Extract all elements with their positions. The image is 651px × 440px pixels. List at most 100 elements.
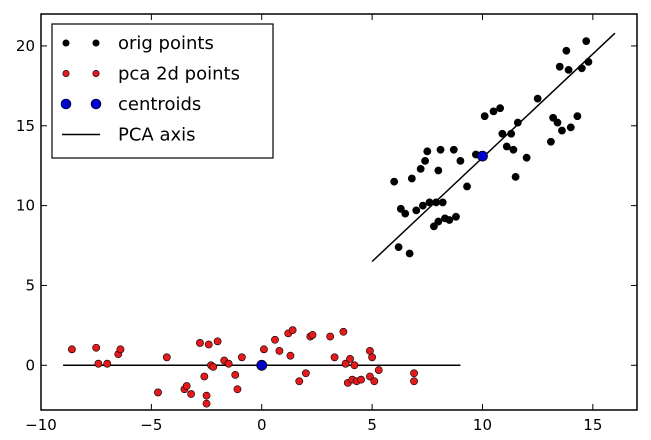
centroid-point <box>477 150 488 162</box>
orig-point <box>412 206 421 215</box>
orig-point <box>522 153 531 162</box>
orig-point <box>456 157 465 165</box>
orig-point <box>566 123 575 132</box>
orig-point <box>502 142 511 151</box>
pca-2d-point <box>231 370 240 379</box>
pca-2d-point <box>341 359 350 368</box>
pca-2d-point <box>374 366 383 374</box>
pca-2d-point <box>410 369 418 378</box>
orig-point <box>436 145 445 154</box>
legend-marker <box>62 39 70 47</box>
legend-marker <box>60 98 72 110</box>
orig-point <box>401 209 410 218</box>
pca-2d-point <box>286 351 295 360</box>
pca-2d-point <box>202 391 211 400</box>
orig-point <box>445 216 454 224</box>
pca-2d-point <box>200 372 209 381</box>
pca-2d-point <box>308 331 317 339</box>
orig-point <box>498 129 507 138</box>
pca-2d-point <box>357 375 365 384</box>
orig-point <box>577 64 586 73</box>
y-tick-label: 20 <box>16 37 35 55</box>
legend-label: orig points <box>118 33 214 54</box>
orig-point <box>434 217 443 226</box>
axes: −10 −5 0 5 10 15 0 5 10 15 20 <box>16 14 637 434</box>
orig-point <box>449 145 458 154</box>
orig-point <box>421 157 429 165</box>
orig-point <box>496 104 505 113</box>
orig-point <box>509 145 518 154</box>
pca-2d-point <box>154 388 162 397</box>
orig-point <box>390 177 399 186</box>
pca-2d-point <box>187 390 196 398</box>
legend-label: PCA axis <box>118 125 196 146</box>
pca-2d-point <box>213 337 222 346</box>
orig-point <box>555 62 564 71</box>
pca-2d-point <box>288 326 297 335</box>
pca-2d-point <box>275 347 284 355</box>
pca-2d-point <box>116 345 125 354</box>
orig-point <box>584 58 593 66</box>
orig-point <box>480 112 489 121</box>
legend-marker <box>62 70 70 78</box>
orig-point <box>394 243 403 252</box>
pca-2d-point <box>162 353 171 362</box>
orig-point <box>564 65 573 74</box>
x-tick-label: 15 <box>583 416 602 434</box>
y-tick-label: 5 <box>25 276 35 294</box>
plot-frame <box>40 13 638 411</box>
pca-2d-point <box>204 340 213 349</box>
orig-point <box>434 166 443 175</box>
orig-point <box>558 126 566 135</box>
pca-2d-point <box>233 385 242 394</box>
x-tick-label: 10 <box>473 416 492 434</box>
pca-2d-point <box>92 343 101 352</box>
plot-area <box>63 32 616 408</box>
orig-point <box>562 46 571 55</box>
orig-point <box>507 129 516 138</box>
orig-point <box>452 212 460 221</box>
y-tick-label: 15 <box>16 117 35 135</box>
orig-point <box>547 137 555 146</box>
pca-2d-point <box>350 361 359 370</box>
legend-marker <box>92 39 100 47</box>
legend: orig points pca 2d points centroids PCA axi… <box>51 23 274 159</box>
orig-point <box>489 107 498 116</box>
legend-box <box>51 23 274 159</box>
orig-point <box>513 118 522 127</box>
pca-2d-point <box>271 335 279 344</box>
y-tick-label: 0 <box>25 356 35 374</box>
pca-2d-point <box>366 372 374 381</box>
orig-point <box>425 198 434 207</box>
orig-point <box>438 198 447 207</box>
orig-point <box>553 118 562 127</box>
orig-point <box>582 37 591 46</box>
pca-2d-point <box>346 355 354 363</box>
pca-2d-point <box>295 377 304 386</box>
pca-2d-point <box>301 369 310 378</box>
orig-point <box>549 113 558 122</box>
orig-point <box>573 112 582 121</box>
orig-point <box>396 204 405 213</box>
pca-2d-point <box>196 339 204 347</box>
orig-point <box>432 198 441 207</box>
legend-marker <box>92 70 100 78</box>
pca-2d-point <box>94 359 103 368</box>
pca-2d-point <box>202 399 211 408</box>
pca-2d-point <box>260 345 268 354</box>
legend-label: pca 2d points <box>118 64 240 85</box>
pca-2d-point <box>368 353 377 362</box>
legend-marker <box>90 98 102 110</box>
pca-2d-point <box>209 362 218 371</box>
pca-2d-point <box>103 359 112 368</box>
pca-2d-point <box>330 353 339 362</box>
x-tick-label: 5 <box>367 416 377 434</box>
orig-point <box>423 147 432 156</box>
x-tick-label: 0 <box>257 416 267 434</box>
legend-label: centroids <box>118 94 201 115</box>
orig-point <box>463 182 471 191</box>
pca-2d-point <box>410 377 418 386</box>
orig-point <box>430 222 438 231</box>
orig-point <box>407 174 416 183</box>
